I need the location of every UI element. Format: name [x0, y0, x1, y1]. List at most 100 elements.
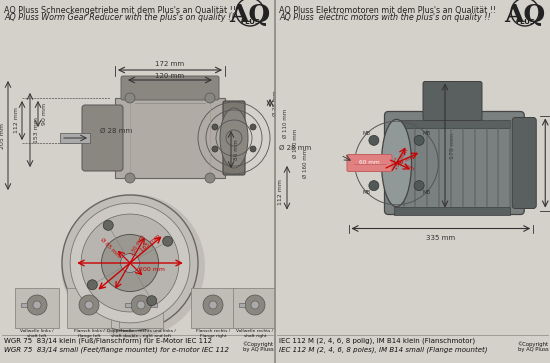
Text: Ø 28 mm: Ø 28 mm	[100, 128, 132, 134]
Circle shape	[245, 295, 265, 315]
Text: M8: M8	[363, 190, 371, 195]
Bar	[119, 288, 163, 328]
FancyBboxPatch shape	[115, 98, 225, 178]
Ellipse shape	[220, 108, 248, 168]
Circle shape	[212, 146, 218, 152]
Text: AQ Pluss Schneckengetriebe mit dem Plus's an Qualität !!: AQ Pluss Schneckengetriebe mit dem Plus'…	[4, 6, 236, 15]
Text: 86 mm: 86 mm	[234, 140, 239, 160]
Text: 90 mm: 90 mm	[41, 103, 47, 125]
Text: PLUS: PLUS	[515, 19, 535, 25]
Circle shape	[79, 295, 99, 315]
Circle shape	[87, 280, 97, 290]
Text: 112 mm: 112 mm	[14, 107, 19, 133]
Circle shape	[205, 93, 215, 103]
Text: 110 mm: 110 mm	[392, 158, 415, 172]
Text: Ø 28 mm: Ø 28 mm	[272, 90, 278, 116]
Circle shape	[120, 253, 140, 273]
Circle shape	[212, 124, 218, 130]
FancyBboxPatch shape	[121, 76, 219, 100]
Circle shape	[103, 220, 113, 230]
Bar	[125, 303, 131, 307]
Circle shape	[250, 146, 256, 152]
Text: AQ: AQ	[229, 3, 271, 27]
Text: IEC 112 M (2, 4, 6, 8 poles), IM B14 small (Flange mountet): IEC 112 M (2, 4, 6, 8 poles), IM B14 sma…	[279, 346, 487, 352]
Text: 112 mm: 112 mm	[278, 179, 283, 205]
Text: 130 mm: 130 mm	[394, 147, 410, 170]
Text: 172 mm: 172 mm	[156, 61, 185, 67]
Text: AQ Pluss Elektromotoren mit dem Plus's an Qualität !!: AQ Pluss Elektromotoren mit dem Plus's a…	[279, 6, 496, 15]
Circle shape	[62, 195, 198, 331]
Circle shape	[101, 234, 158, 291]
Circle shape	[125, 173, 135, 183]
Circle shape	[414, 181, 424, 191]
FancyBboxPatch shape	[384, 111, 524, 215]
Bar	[393, 119, 510, 127]
Circle shape	[369, 181, 379, 191]
Text: M8: M8	[363, 131, 371, 136]
Text: 165 mm: 165 mm	[139, 233, 161, 253]
Circle shape	[70, 203, 190, 323]
FancyBboxPatch shape	[223, 101, 245, 175]
Circle shape	[369, 135, 379, 145]
Text: Flansch links /
flange left: Flansch links / flange left	[74, 329, 104, 338]
Circle shape	[203, 295, 223, 315]
Text: AQ Pluss Worm Gear Reducer with the plus's on quality !!: AQ Pluss Worm Gear Reducer with the plus…	[4, 13, 234, 22]
Ellipse shape	[382, 119, 411, 207]
Text: Vollwelle rechts /
shaft right: Vollwelle rechts / shaft right	[236, 329, 273, 338]
Text: AQ: AQ	[504, 3, 546, 27]
Text: M8: M8	[422, 190, 430, 195]
Bar	[151, 303, 157, 307]
Circle shape	[131, 295, 151, 315]
Circle shape	[61, 194, 205, 338]
Text: Ø 130 mm: Ø 130 mm	[293, 129, 298, 158]
FancyBboxPatch shape	[423, 82, 482, 121]
Text: Vollwelle links /
shaft left: Vollwelle links / shaft left	[20, 329, 54, 338]
Text: Doppelwelle - rechts und links /
shaft double - right and left: Doppelwelle - rechts und links / shaft d…	[107, 329, 175, 338]
FancyBboxPatch shape	[512, 118, 536, 208]
Text: IEC 112 M (2, 4, 6, 8 polig), IM B14 klein (Flanschmotor): IEC 112 M (2, 4, 6, 8 polig), IM B14 kle…	[279, 338, 475, 344]
Circle shape	[147, 296, 157, 306]
Circle shape	[414, 135, 424, 145]
Bar	[239, 303, 245, 307]
Text: 60 mm: 60 mm	[359, 160, 380, 166]
Text: 130 mm: 130 mm	[130, 234, 146, 256]
Text: 335 mm: 335 mm	[426, 234, 455, 241]
Bar	[21, 303, 27, 307]
Text: ©Copyright
by AQ Pluss: ©Copyright by AQ Pluss	[518, 341, 548, 352]
Circle shape	[33, 301, 41, 309]
Text: M8: M8	[422, 131, 430, 136]
Bar	[67, 288, 111, 328]
Text: 153 mm: 153 mm	[34, 117, 38, 143]
Text: AQ Pluss  electric motors with the plus's on quality !!: AQ Pluss electric motors with the plus's…	[279, 13, 491, 22]
Text: Ø 28 mm: Ø 28 mm	[279, 145, 311, 151]
Circle shape	[205, 173, 215, 183]
Circle shape	[163, 236, 173, 246]
Circle shape	[27, 295, 47, 315]
Circle shape	[85, 301, 93, 309]
FancyBboxPatch shape	[347, 155, 392, 171]
Bar	[393, 207, 510, 215]
Bar	[191, 288, 235, 328]
Text: 160 mm: 160 mm	[394, 153, 417, 167]
Text: Ø 85 mm: Ø 85 mm	[99, 237, 121, 259]
Text: Flansch rechts /
Flange right: Flansch rechts / Flange right	[196, 329, 230, 338]
Text: Ø 160 mm: Ø 160 mm	[302, 148, 307, 178]
Circle shape	[137, 301, 145, 309]
Circle shape	[209, 301, 217, 309]
Circle shape	[81, 214, 179, 312]
Circle shape	[125, 93, 135, 103]
Text: 200 mm: 200 mm	[139, 267, 165, 272]
Text: Ø 110 mm: Ø 110 mm	[283, 109, 288, 138]
Text: 120 mm: 120 mm	[156, 73, 185, 79]
Text: ©Copyright
by AQ Pluss: ©Copyright by AQ Pluss	[243, 341, 273, 352]
FancyBboxPatch shape	[82, 105, 123, 171]
Text: 179 mm: 179 mm	[449, 132, 454, 159]
Bar	[233, 288, 277, 328]
Text: WGR 75  83/14 klein (Fuß/Flanschform) für E-Motor IEC 112: WGR 75 83/14 klein (Fuß/Flanschform) für…	[4, 338, 212, 344]
Text: 205 mm: 205 mm	[1, 123, 6, 149]
Circle shape	[250, 124, 256, 130]
Circle shape	[251, 301, 259, 309]
Text: PLUS: PLUS	[240, 19, 260, 25]
Bar	[15, 288, 59, 328]
Bar	[60, 133, 90, 143]
